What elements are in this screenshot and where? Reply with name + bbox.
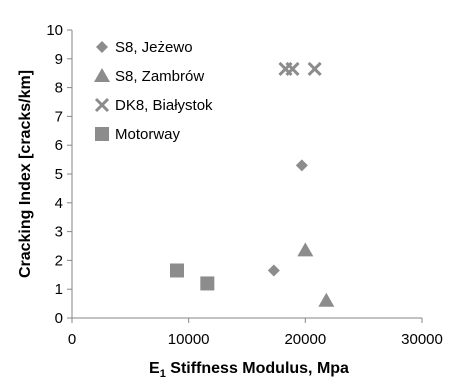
y-tick-label-4: 4 bbox=[55, 195, 63, 212]
legend-marker-x-stroke-b bbox=[94, 97, 110, 113]
x-tick-label-30000: 30000 bbox=[401, 331, 443, 348]
legend-marker-square bbox=[95, 127, 109, 141]
x-axis-title-main: E bbox=[149, 360, 160, 377]
data-point-x-1 bbox=[285, 61, 300, 76]
data-point-triangle-1 bbox=[318, 292, 335, 307]
y-tick-label-6: 6 bbox=[55, 137, 63, 154]
data-point-x-1-stroke-b bbox=[285, 61, 300, 76]
y-tick-label-2: 2 bbox=[55, 252, 63, 269]
x-axis-title: E1 Stiffness Modulus, Mpa bbox=[149, 360, 349, 380]
data-point-square-1 bbox=[200, 276, 215, 291]
y-tick-label-9: 9 bbox=[55, 51, 63, 68]
x-tick-label-20000: 20000 bbox=[284, 331, 326, 348]
data-marks bbox=[170, 61, 335, 307]
data-point-triangle-0 bbox=[297, 242, 314, 257]
x-tick-label-0: 0 bbox=[68, 331, 76, 348]
y-tick-label-7: 7 bbox=[55, 108, 63, 125]
x-axis-title-subscript: 1 bbox=[160, 368, 166, 380]
y-tick-label-1: 1 bbox=[55, 281, 63, 298]
legend-label-square: Motorway bbox=[115, 126, 181, 143]
data-point-square-0 bbox=[170, 263, 184, 278]
data-point-diamond-1 bbox=[295, 159, 308, 172]
legend-marker-x bbox=[94, 97, 110, 113]
legend-marker-triangle bbox=[94, 68, 110, 82]
y-axis-title: Cracking Index [cracks/km] bbox=[17, 70, 34, 278]
legend-marker-diamond bbox=[96, 41, 108, 53]
legend-label-diamond: S8, Jeżewo bbox=[115, 39, 193, 56]
data-point-diamond-0 bbox=[267, 264, 280, 277]
legend-label-triangle: S8, Zambrów bbox=[115, 68, 204, 85]
y-tick-label-8: 8 bbox=[55, 80, 63, 97]
y-tick-label-3: 3 bbox=[55, 224, 63, 241]
legend: S8, Jeżewo S8, Zambrów DK8, Białystok Motor… bbox=[94, 39, 213, 143]
axes: 0 1 2 3 4 5 6 7 8 9 10 0 10000 20000 30000 bbox=[46, 22, 443, 348]
x-tick-label-10000: 10000 bbox=[168, 331, 210, 348]
data-point-x-2 bbox=[307, 61, 322, 76]
x-axis-title-rest: Stiffness Modulus, Mpa bbox=[166, 360, 349, 377]
legend-label-x: DK8, Białystok bbox=[115, 97, 213, 114]
data-point-x-2-stroke-b bbox=[307, 61, 322, 76]
y-tick-label-10: 10 bbox=[46, 22, 63, 39]
y-tick-label-5: 5 bbox=[55, 166, 63, 183]
y-tick-label-0: 0 bbox=[55, 310, 63, 327]
